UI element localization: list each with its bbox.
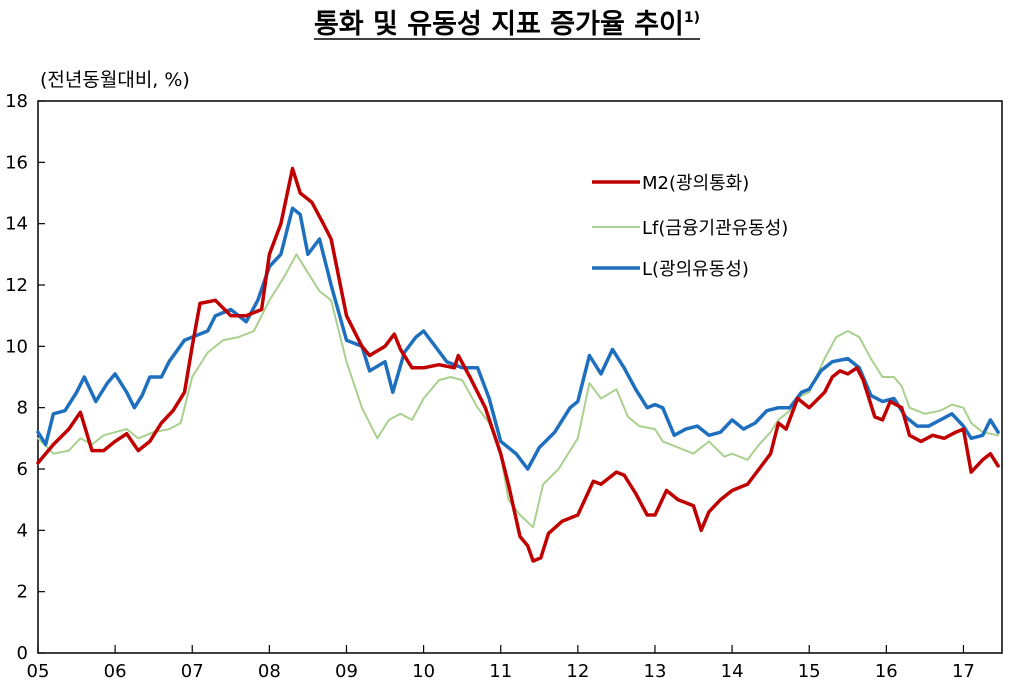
- unit-label: (전년동월대비, %): [40, 69, 190, 91]
- x-tick-label: 12: [566, 661, 589, 682]
- y-tick-label: 4: [17, 520, 28, 541]
- series-line-2: [36, 206, 1000, 471]
- title-footnote: 1): [684, 10, 700, 26]
- legend-label-2: L(광의유동성): [642, 259, 749, 280]
- y-tick-label: 16: [5, 152, 28, 173]
- y-tick-label: 2: [17, 582, 28, 603]
- series-line-0: [36, 166, 1000, 563]
- x-tick-label: 13: [644, 661, 667, 682]
- x-tick-label: 16: [875, 661, 898, 682]
- legend-label-0: M2(광의통화): [642, 173, 749, 194]
- x-tick-label: 11: [489, 661, 512, 682]
- x-tick-label: 09: [335, 661, 358, 682]
- y-tick-label: 0: [17, 643, 28, 664]
- y-tick-label: 18: [5, 91, 28, 112]
- x-axis: 05 06 07 08 09 10 11 12 13 14 15 16 17: [27, 645, 975, 682]
- legend: M2(광의통화) Lf(금융기관유동성) L(광의유동성): [592, 173, 788, 280]
- y-tick-label: 10: [5, 336, 28, 357]
- y-axis: 0 2 4 6 8 10 12 14 16 18: [5, 91, 45, 664]
- x-tick-label: 07: [181, 661, 204, 682]
- y-tick-label: 14: [5, 214, 28, 235]
- title-main: 통화 및 유동성 지표 증가율 추이: [314, 9, 684, 40]
- series-group: [36, 166, 1000, 563]
- legend-label-1: Lf(금융기관유동성): [642, 218, 788, 239]
- plot-area: [37, 100, 1003, 654]
- x-tick-label: 10: [412, 661, 435, 682]
- x-tick-label: 05: [27, 661, 50, 682]
- y-tick-label: 6: [17, 459, 28, 480]
- y-tick-label: 8: [17, 398, 28, 419]
- series-line-1: [37, 253, 1000, 529]
- x-tick-label: 17: [952, 661, 975, 682]
- y-tick-label: 12: [5, 275, 28, 296]
- x-tick-label: 14: [721, 661, 744, 682]
- svg-text:통화 및 유동성 지표 증가율 추이1): 통화 및 유동성 지표 증가율 추이1): [314, 9, 700, 40]
- x-tick-label: 08: [258, 661, 281, 682]
- x-tick-label: 15: [798, 661, 821, 682]
- x-tick-label: 06: [104, 661, 127, 682]
- chart-title: 통화 및 유동성 지표 증가율 추이1): [313, 9, 701, 40]
